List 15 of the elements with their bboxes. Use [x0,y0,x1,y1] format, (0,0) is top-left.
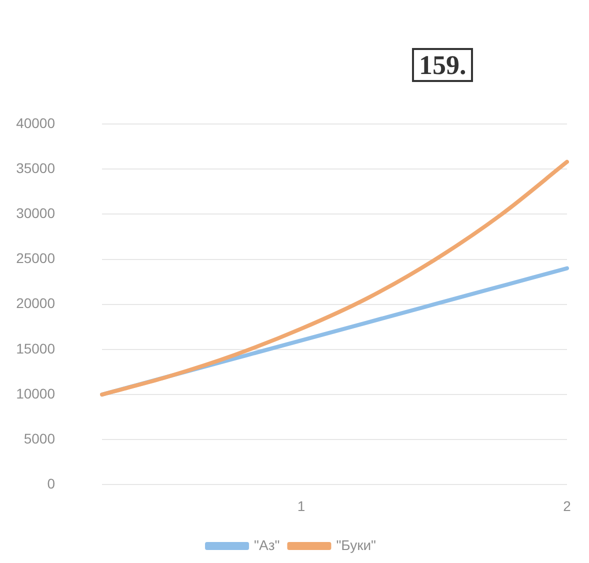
y-tick-label: 35000 [16,160,56,176]
y-tick-label: 10000 [16,385,56,402]
x-tick-label: 1 [297,498,306,514]
y-tick-label: 25000 [16,250,56,266]
y-tick-label: 20000 [16,295,56,312]
legend-label: "Аз" [254,536,280,553]
y-tick-label: 15000 [16,340,56,356]
y-tick-label: 0 [47,476,56,492]
legend-label: "Буки" [336,536,376,553]
text: 159. [412,48,474,82]
y-tick-label: 30000 [16,205,56,222]
y-tick-label: 40000 [16,114,56,131]
line-series [100,160,569,397]
y-tick-label: 5000 [24,430,56,446]
x-tick-label: 2 [563,498,572,514]
